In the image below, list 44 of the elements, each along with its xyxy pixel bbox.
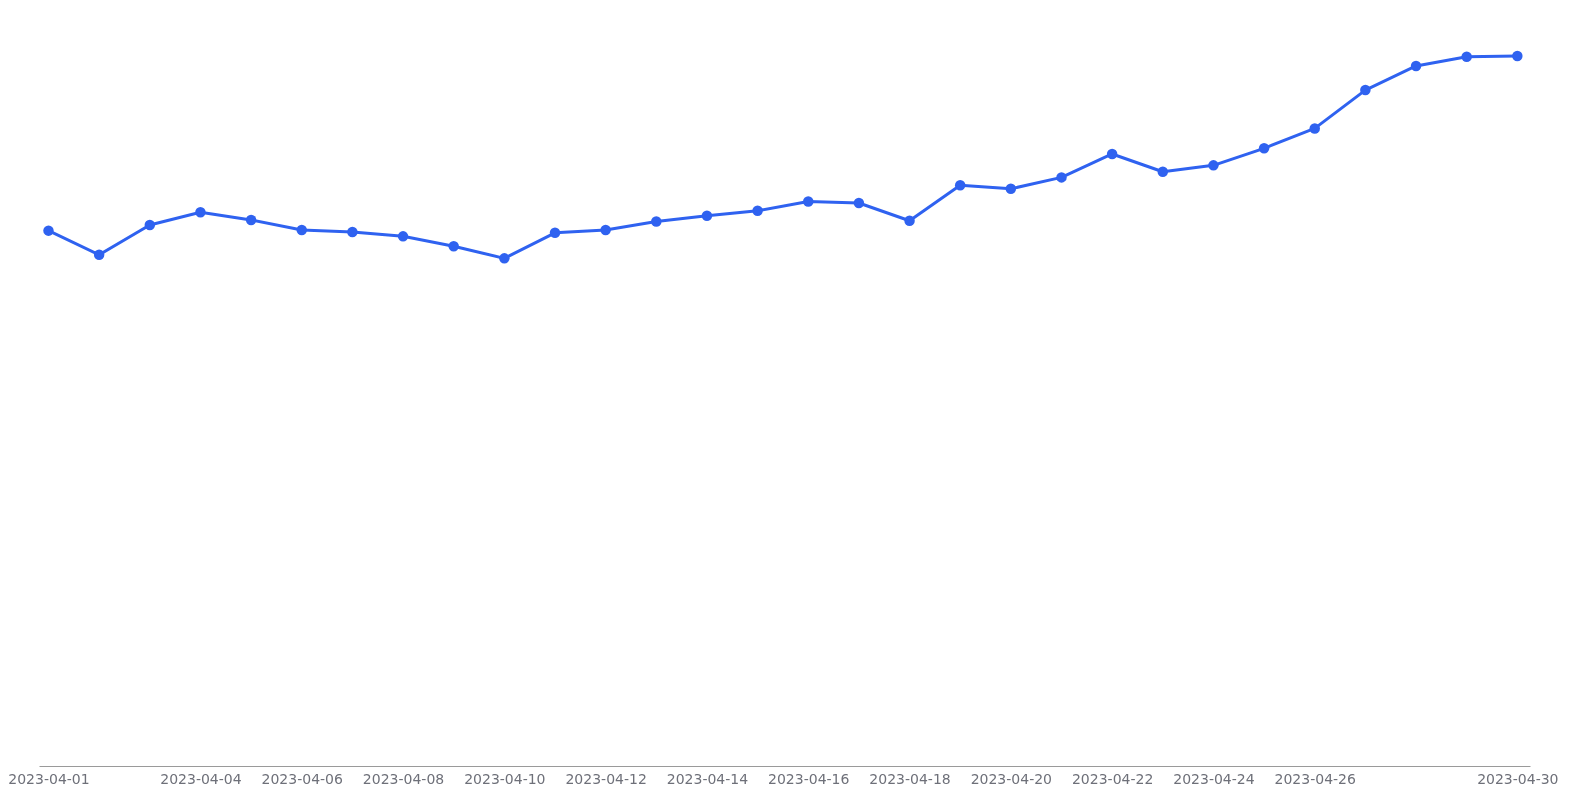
point [43,225,54,236]
point [1258,143,1270,154]
point [1360,84,1371,96]
point [1309,123,1320,134]
point [296,224,307,236]
point [1208,160,1219,171]
point [448,241,459,252]
point [1056,172,1067,183]
x-tick-label: 2023-04-14 [666,770,749,787]
x-tick-label: 2023-04-10 [464,770,546,787]
x-tick-label: 2023-04-01 [8,770,90,787]
point [954,179,966,191]
x-tick-label: 2023-04-20 [970,770,1053,787]
point [195,206,206,218]
point [1005,183,1017,194]
point [1157,166,1169,177]
x-tick-label: 2023-04-12 [565,770,647,787]
x-tick-label: 2023-04-22 [1071,770,1154,787]
point [397,231,409,242]
point [752,205,763,217]
point [144,219,156,231]
x-tick-label: 2023-04-24 [1173,770,1255,787]
point [600,224,611,236]
x-tick-label: 2023-04-26 [1274,770,1357,787]
point [1410,60,1422,72]
x-tick-label: 2023-04-04 [160,770,242,787]
point [651,216,662,227]
point [245,214,257,226]
x-tick-label: 2023-04-18 [869,770,951,787]
point [853,197,865,209]
x-tick-label: 2023-04-16 [768,770,850,787]
x-tick-label: 2023-04-08 [362,770,445,787]
point [803,196,814,207]
point [347,226,358,238]
point [93,249,105,261]
point [701,210,713,221]
x-tick-label: 2023-04-30 [1477,770,1559,787]
point [499,253,510,264]
point [904,215,915,226]
point [1106,148,1118,160]
point [1512,50,1523,62]
point [1461,51,1472,62]
point [549,227,561,239]
x-tick-label: 2023-04-06 [261,770,344,787]
